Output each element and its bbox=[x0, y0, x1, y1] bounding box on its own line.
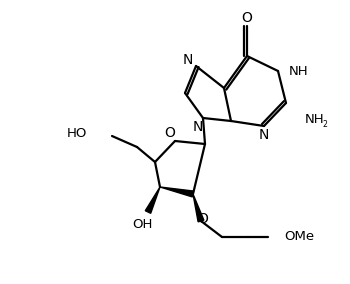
Polygon shape bbox=[145, 187, 160, 213]
Text: $_2$: $_2$ bbox=[322, 119, 328, 131]
Text: N: N bbox=[259, 128, 269, 142]
Text: HO: HO bbox=[66, 126, 87, 139]
Text: OH: OH bbox=[132, 218, 152, 231]
Text: O: O bbox=[197, 212, 209, 226]
Text: OMe: OMe bbox=[284, 231, 314, 243]
Polygon shape bbox=[193, 194, 204, 222]
Polygon shape bbox=[160, 187, 194, 197]
Text: N: N bbox=[193, 120, 203, 134]
Text: O: O bbox=[241, 11, 252, 25]
Text: O: O bbox=[164, 126, 175, 140]
Text: NH: NH bbox=[289, 64, 309, 78]
Text: N: N bbox=[183, 53, 193, 67]
Text: NH: NH bbox=[305, 112, 325, 126]
